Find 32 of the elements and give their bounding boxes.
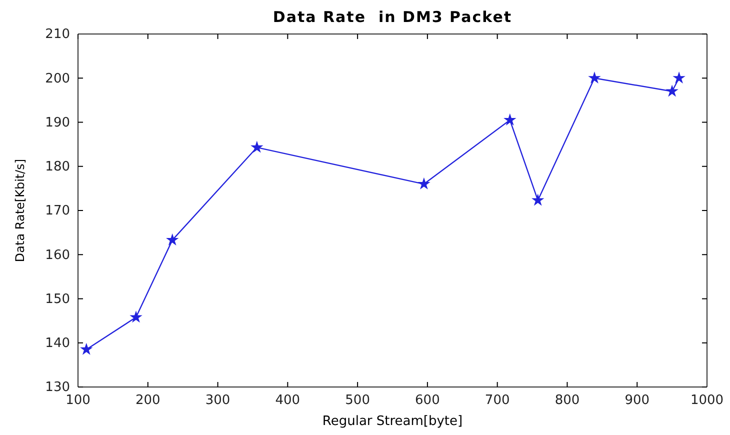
point (588, 71, 601, 84)
y-tick-label: 210 (45, 27, 70, 42)
x-tick-label: 1000 (690, 393, 724, 408)
point (250, 140, 264, 153)
x-tick-label: 300 (205, 393, 230, 408)
y-tick-label: 150 (45, 292, 70, 307)
y-tick-label: 190 (45, 115, 70, 130)
y-tick-label: 180 (45, 160, 70, 175)
x-axis-title: Regular Stream[byte] (322, 414, 463, 429)
x-tick-label: 700 (484, 393, 510, 408)
point (130, 310, 142, 323)
point (418, 177, 430, 190)
chart-title: Data Rate in DM3 Packet (272, 8, 512, 26)
x-tick-label: 400 (275, 393, 300, 408)
y-tick-label: 130 (45, 380, 70, 396)
y-tick-label: 200 (45, 71, 70, 86)
x-tick-label: 900 (624, 393, 650, 408)
y-tick-label: 170 (45, 204, 70, 219)
point (532, 194, 544, 206)
y-axis-title: Data Rate[Kbit/s] (13, 158, 27, 262)
point (166, 233, 179, 246)
point (504, 113, 516, 126)
point (80, 342, 93, 355)
x-tick-label: 800 (554, 393, 580, 408)
x-tick-label: 200 (135, 393, 160, 408)
x-tick-label: 500 (345, 393, 370, 408)
x-tick-label: 100 (66, 393, 90, 408)
x-tick-label: 600 (415, 393, 440, 408)
point (672, 71, 686, 84)
point (666, 84, 678, 97)
y-tick-label: 160 (45, 248, 70, 263)
y-tick-label: 140 (45, 336, 70, 352)
